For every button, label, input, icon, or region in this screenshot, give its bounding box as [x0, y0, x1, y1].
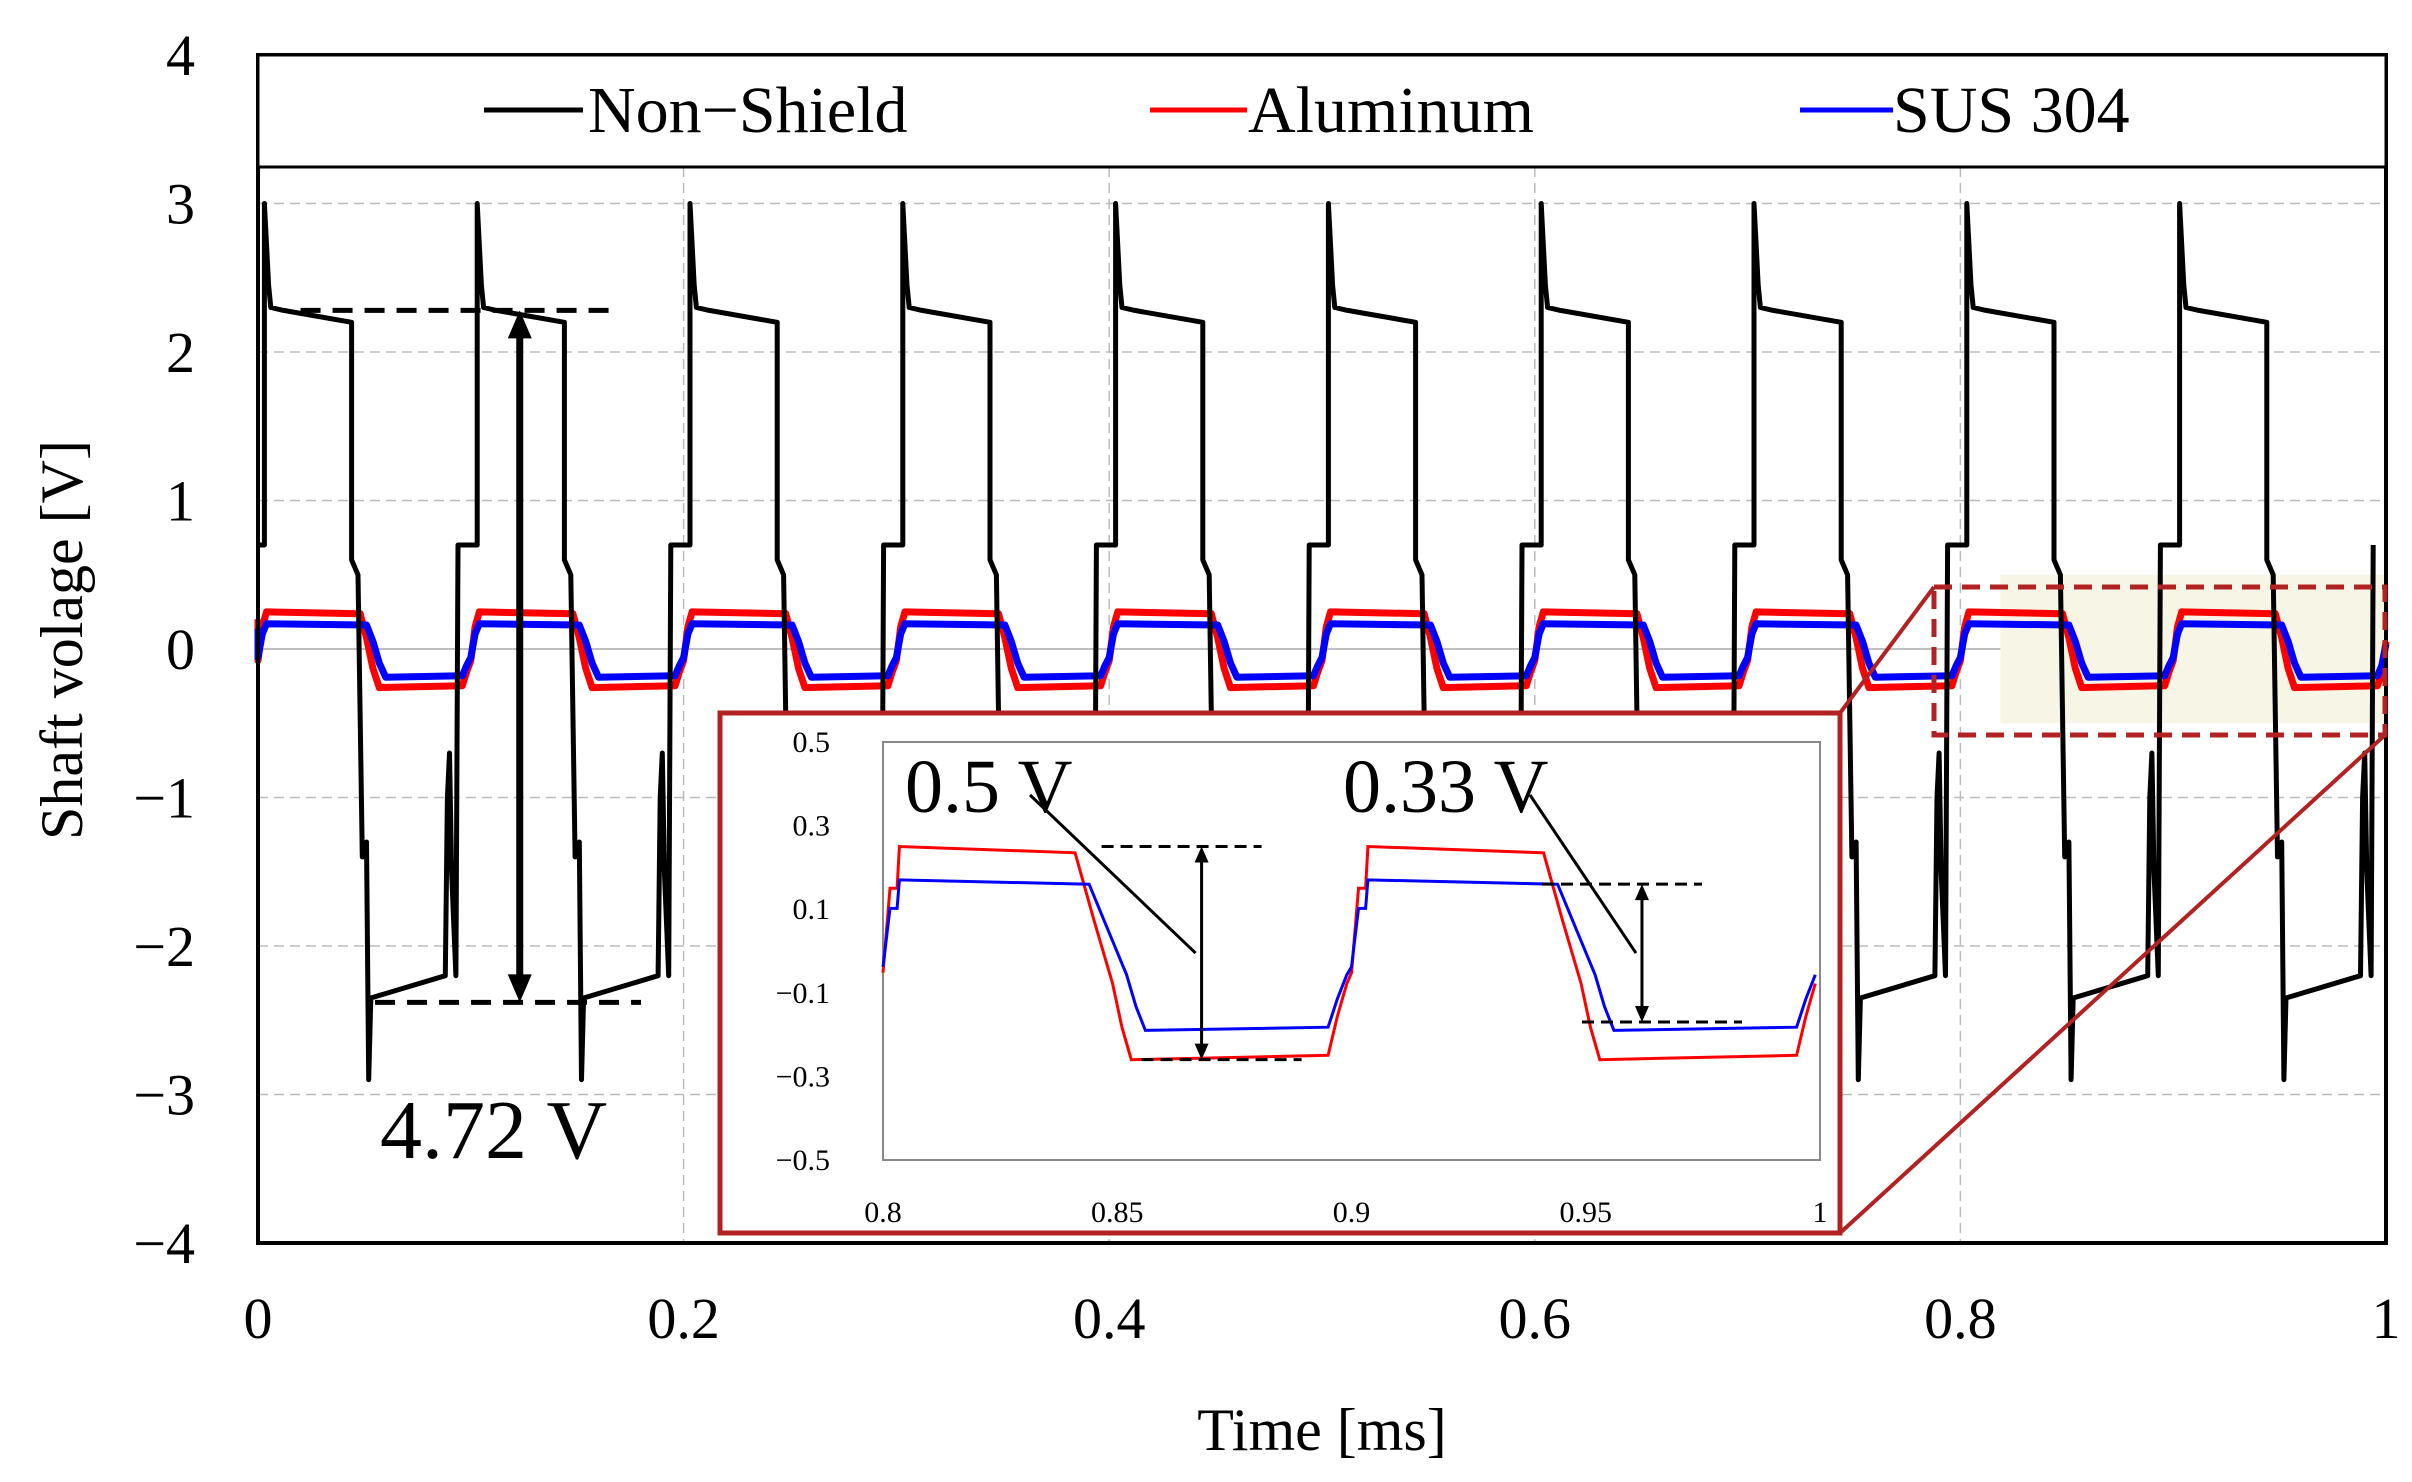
inset-series-line-aluminum [881, 844, 1817, 1062]
annotation-arrowhead-down [507, 974, 532, 1003]
inset-y-tick-label: −0.5 [776, 1144, 830, 1177]
inset-series-group [881, 844, 1817, 1062]
inset-chart: 0.5 0.3 0.1 −0.1 −0.3 −0.5 0.8 0.85 0.9 0.95 1 0.… [717, 710, 1843, 1236]
y-tick-label: 4 [166, 23, 195, 88]
inset-x-tick-label: 0.8 [864, 1196, 902, 1229]
inset-y-tick-label: 0.3 [793, 810, 831, 843]
y-tick-labels: 4 3 2 1 0 −1 −2 −3 −4 [133, 23, 195, 1276]
y-tick-label: −3 [133, 1063, 195, 1128]
inset-y-tick-labels: 0.5 0.3 0.1 −0.1 −0.3 −0.5 [776, 726, 830, 1177]
inset-plot-area [882, 741, 1821, 1161]
x-tick-labels: 0 0.2 0.4 0.6 0.8 1 [244, 1286, 2401, 1351]
x-axis-title: Time [ms] [1197, 1397, 1447, 1463]
inset-annotation-arrowhead-up [1634, 884, 1649, 901]
legend-label-non-shield: Non−Shield [588, 74, 908, 147]
inset-y-tick-label: −0.3 [776, 1060, 830, 1093]
inset-annotation-arrowhead-down [1194, 1043, 1209, 1060]
legend: Non−Shield Aluminum SUS 304 [256, 53, 2388, 169]
inset-annotation-leader [1028, 793, 1197, 955]
zoom-connector-right [1838, 733, 2387, 1235]
legend-label-aluminum: Aluminum [1248, 74, 1534, 147]
zoom-connector-left [1838, 585, 1936, 715]
inset-x-tick-label: 0.95 [1560, 1196, 1613, 1229]
annotation-arrowhead-up [507, 310, 532, 339]
series-line-non-shield [258, 201, 2376, 1083]
y-tick-label: −1 [133, 766, 195, 831]
y-tick-label: 1 [166, 469, 195, 534]
inset-y-tick-label: 0.1 [793, 893, 831, 926]
inset-series-line-sus304 [881, 878, 1817, 1032]
zoom-region-box [1931, 584, 2388, 738]
y-tick-label: −4 [133, 1211, 195, 1276]
x-tick-label: 1 [2372, 1286, 2401, 1351]
y-axis-title: Shaft volage [V] [29, 440, 95, 840]
inset-x-tick-label: 0.9 [1333, 1196, 1371, 1229]
x-tick-label: 0.2 [647, 1286, 720, 1351]
inset-annotation-label-0-33v: 0.33 V [1343, 745, 1549, 829]
inset-x-tick-label: 0.85 [1091, 1196, 1144, 1229]
series-group [254, 201, 2390, 1083]
inset-x-tick-labels: 0.8 0.85 0.9 0.95 1 [864, 1196, 1827, 1229]
peak-to-peak-annotation [300, 307, 642, 1005]
legend-box [256, 53, 2388, 169]
inset-annotation-label-0-5v: 0.5 V [905, 745, 1073, 829]
x-tick-label: 0.6 [1499, 1286, 1572, 1351]
inset-annotation-leader [1528, 794, 1638, 954]
inset-y-tick-label: 0.5 [793, 726, 831, 759]
inset-x-tick-label: 1 [1813, 1196, 1828, 1229]
inset-annotation-arrowhead-down [1634, 1006, 1649, 1023]
inset-annotations [1028, 793, 1742, 1062]
y-tick-label: 3 [166, 172, 195, 237]
series-line-sus304 [254, 620, 2390, 681]
y-tick-label: 0 [166, 617, 195, 682]
inset-annotation-arrowhead-up [1194, 846, 1209, 863]
legend-label-sus304: SUS 304 [1893, 74, 2130, 147]
y-tick-label: 2 [166, 320, 195, 385]
y-tick-label: −2 [133, 914, 195, 979]
x-tick-label: 0 [244, 1286, 273, 1351]
inset-y-tick-label: −0.1 [776, 977, 830, 1010]
x-tick-label: 0.4 [1073, 1286, 1146, 1351]
x-tick-label: 0.8 [1924, 1286, 1997, 1351]
annotation-label-4-72v: 4.72 V [380, 1084, 607, 1177]
